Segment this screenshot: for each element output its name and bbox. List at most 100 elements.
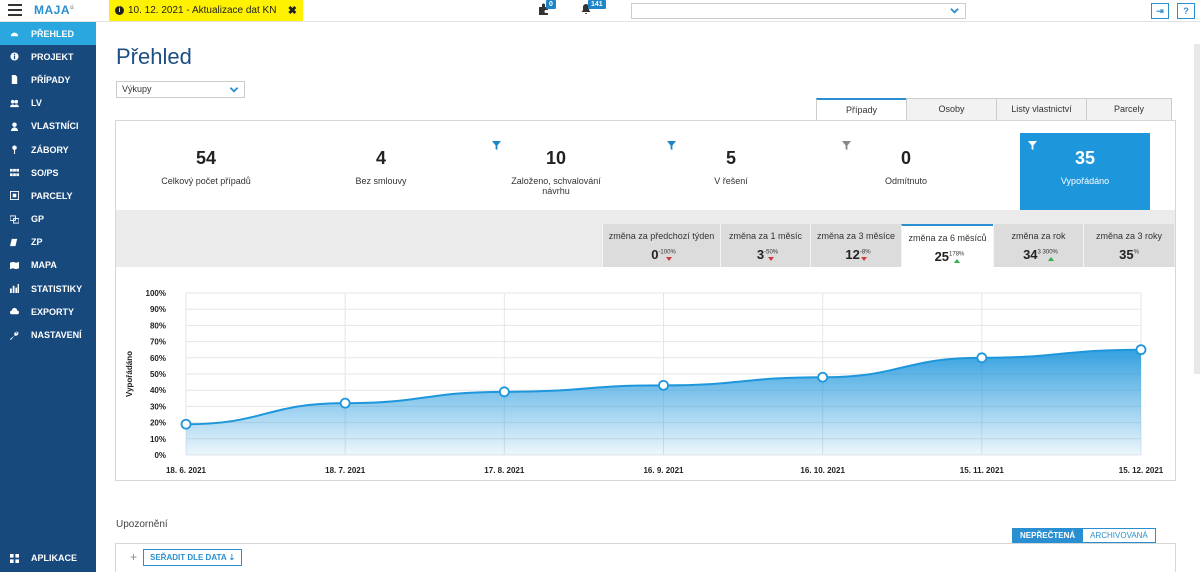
sidebar-item-vlastn-ci[interactable]: VLASTNÍCI bbox=[0, 115, 96, 138]
close-icon[interactable]: ✖ bbox=[287, 5, 297, 17]
stat-value: 35 bbox=[1074, 148, 1096, 168]
stat-card[interactable]: 54 Celkový počet případů bbox=[141, 133, 271, 211]
help-button[interactable]: ? bbox=[1177, 3, 1195, 19]
sidebar-item-label: NASTAVENÍ bbox=[31, 330, 82, 341]
change-label: změna za 3 měsíce bbox=[816, 231, 896, 241]
arrow-down-icon bbox=[768, 257, 775, 261]
x-tick-label: 18. 7. 2021 bbox=[325, 466, 366, 475]
change-label: změna za 3 roky bbox=[1095, 231, 1163, 241]
sidebar-item-label: PŘEHLED bbox=[31, 28, 75, 39]
change-value: 3 bbox=[756, 247, 765, 262]
puzzle-icon[interactable]: 0 bbox=[538, 0, 556, 17]
users-icon bbox=[10, 99, 19, 108]
sidebar-item-mapa[interactable]: MAPA bbox=[0, 254, 96, 277]
filter-icon[interactable] bbox=[1028, 141, 1037, 150]
app-logo[interactable]: MAJAú bbox=[34, 3, 75, 17]
type-select[interactable]: Výkupy bbox=[116, 81, 245, 98]
x-tick-label: 18. 6. 2021 bbox=[166, 466, 207, 475]
sidebar-item-lv[interactable]: LV bbox=[0, 92, 96, 115]
stat-card[interactable]: 0 Odmítnuto bbox=[841, 133, 971, 211]
y-tick-label: 30% bbox=[150, 402, 166, 411]
bell-icon[interactable]: 141 bbox=[580, 0, 606, 17]
apps-icon bbox=[10, 553, 19, 563]
stat-value: 54 bbox=[195, 148, 217, 168]
x-tick-label: 15. 11. 2021 bbox=[960, 466, 1005, 475]
y-tick-label: 10% bbox=[150, 435, 166, 444]
data-point bbox=[976, 352, 988, 364]
x-tick-label: 17. 8. 2021 bbox=[484, 466, 525, 475]
sidebar-item-gp[interactable]: GP bbox=[0, 208, 96, 231]
sort-by-date-button[interactable]: SEŘADIT DLE DATA ⇣ bbox=[143, 549, 243, 566]
logout-button[interactable]: ⇥ bbox=[1151, 3, 1169, 19]
tab-parcely[interactable]: Parcely bbox=[1086, 98, 1172, 120]
data-point bbox=[1135, 344, 1147, 356]
sidebar-item-zp[interactable]: ZP bbox=[0, 231, 96, 254]
change-period[interactable]: změna za 3 roky 35% bbox=[1083, 224, 1174, 267]
sidebar-item-p-ehled[interactable]: PŘEHLED bbox=[0, 22, 96, 46]
change-label: změna za předchozí týden bbox=[608, 231, 715, 241]
top-bar: MAJAú i 10. 12. 2021 - Aktualizace dat K… bbox=[0, 0, 1200, 22]
sidebar-item-p--pady[interactable]: PŘÍPADY bbox=[0, 68, 96, 91]
view-tabs: Případy Osoby Listy vlastnictví Parcely bbox=[816, 98, 1172, 120]
change-period[interactable]: změna za 1 měsíc 3-50% bbox=[720, 224, 810, 267]
stat-label: Celkový počet případů bbox=[161, 176, 251, 186]
sidebar-item-aplikace[interactable]: APLIKACE bbox=[0, 546, 96, 570]
data-point bbox=[817, 371, 829, 383]
sidebar-item-label: ZP bbox=[31, 237, 43, 248]
y-tick-label: 90% bbox=[150, 305, 166, 314]
stat-card[interactable]: 10 Založeno, schvalování návrhu bbox=[491, 133, 621, 211]
y-tick-label: 0% bbox=[154, 451, 166, 460]
arrow-up-icon bbox=[954, 259, 961, 263]
filter-icon[interactable] bbox=[667, 141, 676, 150]
sidebar-item-label: ZÁBORY bbox=[31, 144, 69, 155]
sidebar-item-label: SO/PS bbox=[31, 167, 59, 178]
change-value: 34 bbox=[1023, 247, 1038, 262]
info-icon bbox=[10, 52, 19, 61]
change-period[interactable]: změna za 6 měsíců 25178% bbox=[901, 224, 993, 267]
sort-label: SEŘADIT DLE DATA bbox=[150, 553, 227, 562]
change-period[interactable]: změna za předchozí týden 0-100% bbox=[602, 224, 720, 267]
filter-icon[interactable] bbox=[492, 141, 501, 150]
sidebar-item-label: APLIKACE bbox=[31, 553, 78, 563]
change-label: změna za rok bbox=[1011, 231, 1066, 241]
tab-archived[interactable]: ARCHIVOVANÁ bbox=[1083, 528, 1156, 543]
y-tick-label: 20% bbox=[150, 419, 166, 428]
stat-card[interactable]: 35 Vypořádáno bbox=[1020, 133, 1150, 210]
x-tick-label: 16. 9. 2021 bbox=[643, 466, 684, 475]
stat-card[interactable]: 4 Bez smlouvy bbox=[316, 133, 446, 211]
change-pct: % bbox=[1133, 249, 1139, 256]
sidebar: PŘEHLED PROJEKT PŘÍPADY LV VLASTNÍCI ZÁBORY SO… bbox=[0, 22, 96, 572]
plus-icon[interactable]: + bbox=[130, 550, 138, 564]
stat-value: 4 bbox=[375, 148, 386, 168]
sidebar-item-parcely[interactable]: PARCELY bbox=[0, 184, 96, 207]
sidebar-item-so-ps[interactable]: SO/PS bbox=[0, 161, 96, 184]
menu-icon[interactable] bbox=[8, 4, 22, 16]
stat-value: 10 bbox=[545, 148, 567, 168]
stat-label: Vypořádáno bbox=[1060, 176, 1110, 186]
grid-icon bbox=[10, 168, 19, 177]
change-pct: 3 300% bbox=[1037, 249, 1058, 256]
scrollbar[interactable] bbox=[1194, 44, 1200, 374]
sidebar-item-projekt[interactable]: PROJEKT bbox=[0, 45, 96, 68]
sidebar-item-statistiky[interactable]: STATISTIKY bbox=[0, 277, 96, 300]
y-tick-label: 50% bbox=[150, 370, 166, 379]
info-icon: i bbox=[115, 6, 124, 15]
change-period[interactable]: změna za rok 343 300% bbox=[993, 224, 1083, 267]
tab-pripady[interactable]: Případy bbox=[816, 98, 907, 120]
sidebar-item-nastaven-[interactable]: NASTAVENÍ bbox=[0, 323, 96, 346]
change-period[interactable]: změna za 3 měsíce 12-8% bbox=[810, 224, 901, 267]
project-select[interactable] bbox=[631, 3, 966, 19]
arrow-down-icon bbox=[860, 257, 867, 261]
sidebar-item-z-bory[interactable]: ZÁBORY bbox=[0, 138, 96, 161]
tab-osoby[interactable]: Osoby bbox=[906, 98, 997, 120]
stat-card[interactable]: 5 V řešení bbox=[666, 133, 796, 211]
sidebar-item-exporty[interactable]: EXPORTY bbox=[0, 300, 96, 323]
change-value: 0 bbox=[651, 247, 659, 262]
change-pct: -100% bbox=[658, 249, 676, 256]
filter-icon[interactable] bbox=[842, 141, 851, 150]
change-label: změna za 6 měsíců bbox=[908, 233, 987, 243]
tab-listy-vlastnictvi[interactable]: Listy vlastnictví bbox=[996, 98, 1087, 120]
user-icon bbox=[10, 122, 19, 131]
tab-unread[interactable]: NEPŘEČTENÁ bbox=[1012, 528, 1084, 543]
sidebar-item-label: PROJEKT bbox=[31, 51, 74, 62]
